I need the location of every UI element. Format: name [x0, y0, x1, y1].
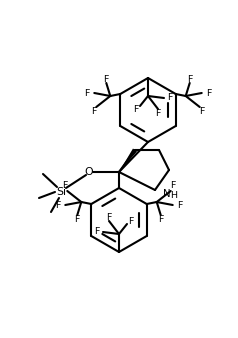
Text: F: F	[84, 89, 90, 97]
Text: N: N	[163, 189, 171, 199]
Text: F: F	[63, 182, 68, 191]
Text: F: F	[106, 213, 112, 221]
Polygon shape	[119, 148, 137, 172]
Text: F: F	[104, 74, 109, 83]
Text: F: F	[74, 215, 80, 223]
Text: F: F	[128, 217, 134, 225]
Text: F: F	[170, 182, 175, 191]
Text: F: F	[187, 74, 192, 83]
Text: F: F	[155, 108, 161, 118]
Text: F: F	[199, 107, 204, 117]
Text: F: F	[177, 200, 182, 210]
Text: O: O	[85, 167, 93, 177]
Text: F: F	[206, 89, 211, 97]
Text: F: F	[94, 227, 100, 237]
Text: Si: Si	[56, 187, 66, 197]
Text: H: H	[170, 192, 177, 200]
Text: F: F	[56, 200, 61, 210]
Text: F: F	[133, 104, 139, 114]
Text: F: F	[92, 107, 97, 117]
Text: F: F	[158, 215, 164, 223]
Text: F: F	[167, 94, 173, 102]
